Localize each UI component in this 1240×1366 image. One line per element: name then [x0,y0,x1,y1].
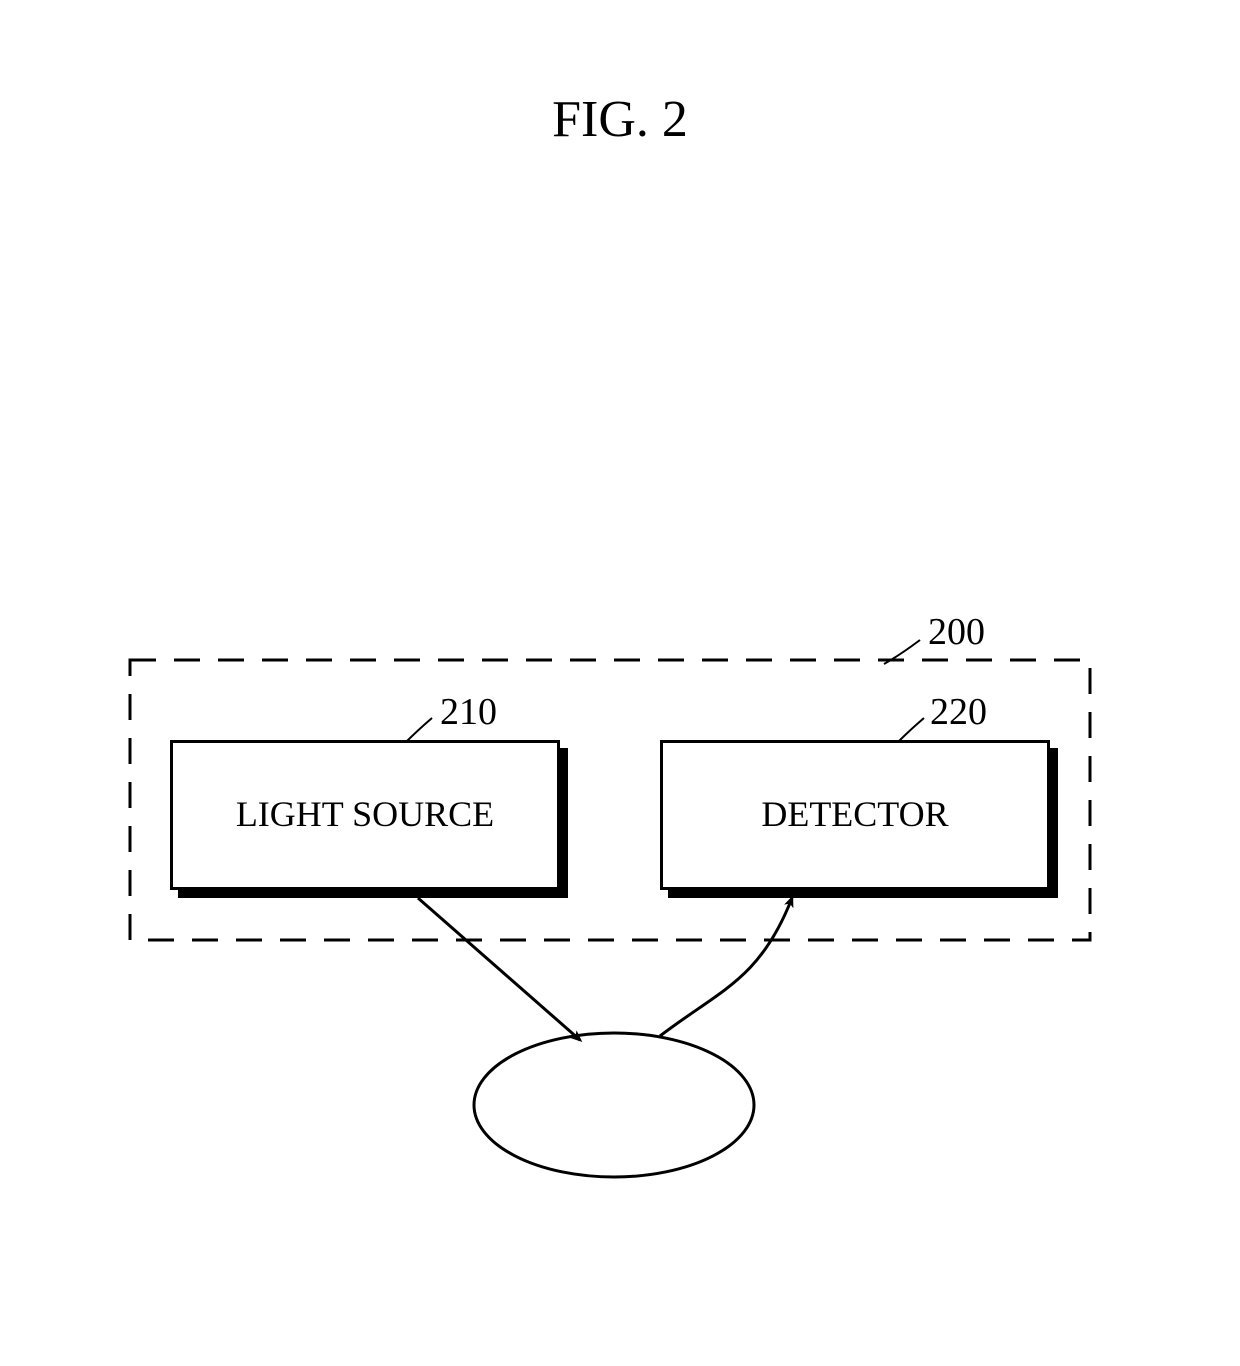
container-leader [884,640,920,664]
light-source-leader [406,718,432,742]
emit-arrow [418,898,580,1040]
light-source-label: LIGHT SOURCE [170,793,560,835]
object-label: OBJ [474,1083,754,1125]
light-source-ref: 210 [440,690,497,734]
detector-label: DETECTOR [660,793,1050,835]
detector-leader [898,718,924,742]
figure-canvas: FIG. 2 LIGHT SOURCE DETECTOR 200 210 220… [0,0,1240,1366]
detector-ref: 220 [930,690,987,734]
container-ref: 200 [928,610,985,654]
receive-arrow [660,898,792,1036]
diagram-svg [0,0,1240,1366]
figure-title: FIG. 2 [0,90,1240,149]
